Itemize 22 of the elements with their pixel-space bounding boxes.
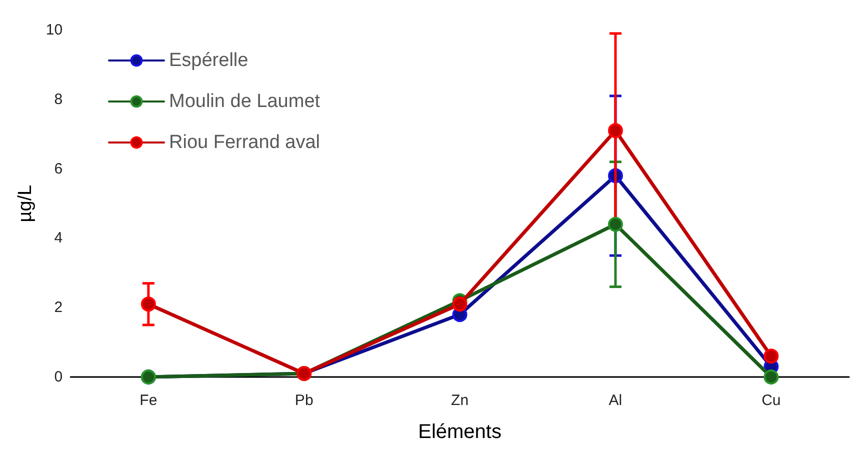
point [452, 296, 468, 312]
x-tick-label: Cu [762, 392, 781, 409]
x-axis-title: Eléments [418, 421, 502, 443]
y-tick-label: 0 [54, 368, 63, 386]
point [608, 216, 623, 232]
y-tick-label: 4 [54, 230, 63, 247]
point [764, 370, 779, 384]
legend-label: Riou Ferrand aval [169, 132, 320, 153]
y-tick-label: 8 [54, 90, 63, 108]
y-tick-label: 6 [54, 160, 63, 178]
point [608, 123, 623, 138]
point [140, 296, 156, 312]
x-tick-label: Pb [294, 392, 314, 409]
x-tick-label: Al [608, 392, 622, 409]
x-tick-label: Zn [451, 392, 469, 409]
y-tick-label: 10 [46, 22, 63, 38]
legend-label: Espérelle [169, 50, 248, 71]
y-axis-title: µg/L [15, 184, 36, 222]
y-tick-label: 2 [54, 299, 63, 316]
point [764, 348, 779, 364]
x-tick-label: Fe [140, 392, 158, 409]
legend-label: Moulin de Laumet [169, 91, 321, 112]
